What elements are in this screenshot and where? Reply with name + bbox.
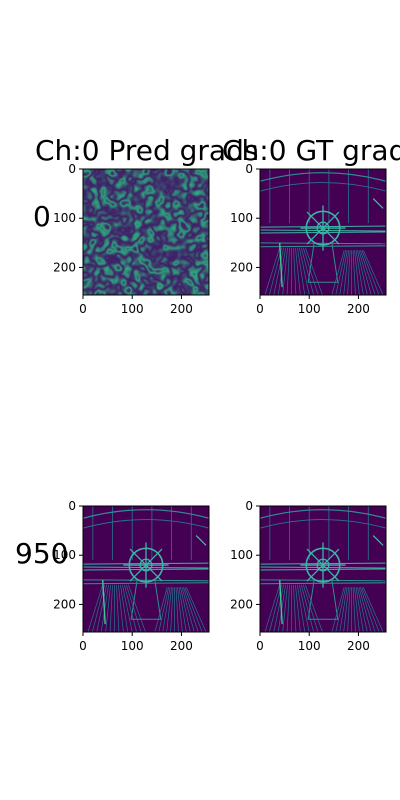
y-tick-label: 100 xyxy=(53,211,76,225)
row-label-950: 950 xyxy=(15,537,68,570)
axes-frame xyxy=(82,505,210,633)
x-tick-label: 0 xyxy=(256,639,264,653)
column-title-1: Ch:0 GT grads xyxy=(222,134,400,167)
column-title-0: Ch:0 Pred grads xyxy=(35,134,258,167)
x-tick-label: 100 xyxy=(298,302,321,316)
x-tick-label: 200 xyxy=(347,639,370,653)
heatmap-image-0 xyxy=(83,169,209,295)
x-tick-label: 0 xyxy=(79,302,87,316)
y-tick-label: 200 xyxy=(230,597,253,611)
y-tick-label: 0 xyxy=(68,162,76,176)
x-tick-label: 100 xyxy=(121,639,144,653)
x-tick-label: 0 xyxy=(256,302,264,316)
x-tick-label: 200 xyxy=(170,639,193,653)
x-tick-label: 200 xyxy=(170,302,193,316)
x-tick-label: 200 xyxy=(347,302,370,316)
panel-0: 0 100 200 0 100 200 xyxy=(53,162,210,316)
heatmap-image-2 xyxy=(83,506,209,632)
y-tick-label: 0 xyxy=(245,499,253,513)
heatmap-image-3 xyxy=(260,506,386,632)
y-tick-label: 100 xyxy=(230,548,253,562)
panel-3: 0 100 200 0 100 200 xyxy=(230,499,387,653)
panel-2: 0 100 200 0 100 200 xyxy=(53,499,210,653)
panels-group: 0 100 200 0 100 200 0 100 200 0 100 200 0 100 200 0 100 2… xyxy=(53,162,387,653)
x-tick-label: 100 xyxy=(298,639,321,653)
y-tick-label: 0 xyxy=(245,162,253,176)
y-tick-label: 200 xyxy=(230,260,253,274)
y-tick-label: 200 xyxy=(53,260,76,274)
panel-1: 0 100 200 0 100 200 xyxy=(230,162,387,316)
axes-frame xyxy=(82,168,210,296)
y-tick-label: 200 xyxy=(53,597,76,611)
x-tick-label: 0 xyxy=(79,639,87,653)
x-tick-label: 100 xyxy=(121,302,144,316)
y-tick-label: 100 xyxy=(53,548,76,562)
y-tick-label: 0 xyxy=(68,499,76,513)
axes-frame xyxy=(259,168,387,296)
axes-frame xyxy=(259,505,387,633)
y-tick-label: 100 xyxy=(230,211,253,225)
row-label-0: 0 xyxy=(33,200,51,233)
heatmap-image-1 xyxy=(260,169,386,295)
